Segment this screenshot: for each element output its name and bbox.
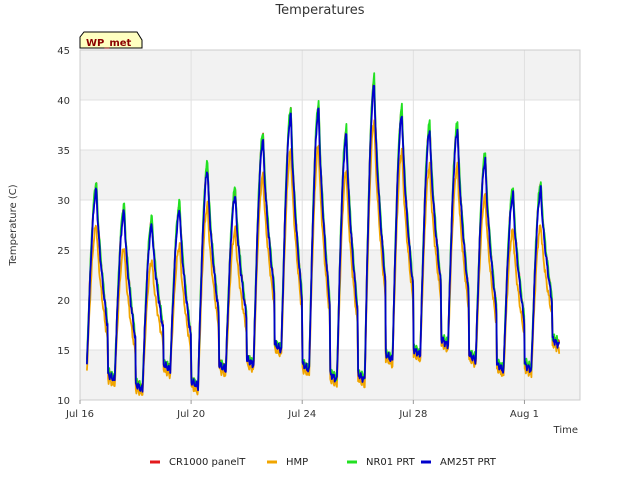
y-axis-label: Temperature (C) bbox=[8, 184, 19, 266]
station-badge: WP_met bbox=[79, 31, 143, 49]
y-tick-label: 35 bbox=[57, 146, 70, 157]
chart-title: Temperatures bbox=[274, 3, 364, 18]
x-tick-label: Jul 24 bbox=[287, 409, 316, 420]
y-tick-label: 45 bbox=[57, 46, 70, 57]
x-tick-label: Jul 28 bbox=[398, 409, 427, 420]
badge-shape bbox=[79, 31, 143, 49]
x-axis-ticks: Jul 16 Jul 20 Jul 24 Jul 28 Aug 1 bbox=[65, 400, 539, 420]
background-band bbox=[80, 50, 580, 100]
legend-entry-label: HMP bbox=[286, 457, 308, 468]
y-tick-label: 40 bbox=[57, 96, 70, 107]
legend-entry-label: AM25T PRT bbox=[440, 457, 497, 468]
plot-frame bbox=[79, 49, 581, 401]
y-tick-label: 15 bbox=[57, 346, 70, 357]
y-tick-label: 25 bbox=[57, 246, 70, 257]
legend-entry-label: NR01 PRT bbox=[366, 457, 416, 468]
x-axis-label: Time bbox=[553, 425, 578, 436]
series-line bbox=[86, 84, 561, 393]
y-tick-label: 10 bbox=[57, 396, 70, 407]
background-band bbox=[80, 150, 580, 200]
badge-label: WP_met bbox=[86, 38, 132, 49]
series-line bbox=[86, 119, 561, 396]
x-tick-label: Aug 1 bbox=[510, 409, 539, 420]
legend-entry-label: CR1000 panelT bbox=[169, 457, 246, 468]
y-tick-label: 30 bbox=[57, 196, 70, 207]
legend: CR1000 panelT HMP NR01 PRT AM25T PRT bbox=[150, 457, 497, 468]
x-tick-label: Jul 20 bbox=[176, 409, 205, 420]
x-tick-label: Jul 16 bbox=[65, 409, 94, 420]
y-tick-label: 20 bbox=[57, 296, 70, 307]
y-axis-ticks: 10 15 20 25 30 35 40 45 bbox=[57, 46, 70, 407]
series-lines bbox=[86, 72, 561, 396]
